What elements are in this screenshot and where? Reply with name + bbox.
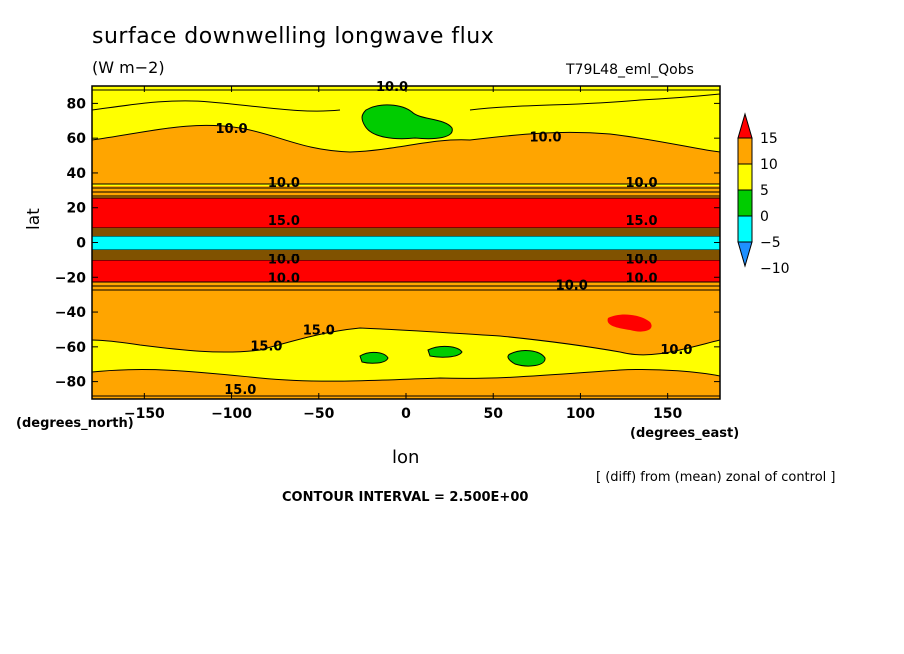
field-green-2 (427, 345, 463, 358)
field-orange-south (92, 282, 720, 355)
y-tick-label: 60 (67, 131, 87, 147)
x-tick-label: −50 (303, 406, 334, 422)
y-tick-label: −60 (55, 340, 86, 356)
diff-note: [ (diff) from (mean) zonal of control ] (596, 470, 836, 485)
run-name: T79L48_eml_Qobs (566, 62, 694, 78)
colorbar-label: −10 (760, 261, 790, 277)
colorbar-swatch (737, 137, 753, 165)
x-tick-label: −100 (211, 406, 252, 422)
contour-label: 10.0 (268, 252, 300, 267)
y-units-label: (degrees_north) (16, 416, 134, 431)
units-label: (W m−2) (92, 58, 165, 77)
contour-label: 15.0 (250, 339, 282, 354)
contour-label: 15.0 (625, 214, 657, 229)
plot-area (92, 86, 720, 399)
colorbar-label: −5 (760, 235, 781, 251)
field-eq-s (92, 250, 720, 260)
y-tick-label: −40 (55, 305, 86, 321)
contour-labels: 10.0 10.0 10.0 10.0 10.0 15.0 15.0 10.0 10.0 10.0… (216, 80, 693, 398)
contour-label: 10.0 (556, 278, 588, 293)
contour-label: 15.0 (268, 214, 300, 229)
y-tick-label: 0 (76, 236, 86, 252)
colorbar-arrow-bottom (737, 241, 753, 268)
colorbar-swatch (737, 189, 753, 217)
contour-label: 10.0 (268, 271, 300, 286)
contour-label: 10.0 (268, 176, 300, 191)
colorbar: 15 10 5 0 −5 −10 (737, 112, 790, 277)
contour-label: 10.0 (530, 131, 562, 146)
field-red-patch (607, 314, 652, 332)
y-axis-label: lat (24, 208, 44, 230)
contour-label: 10.0 (216, 122, 248, 137)
x-tick-label: 0 (401, 406, 411, 422)
y-tick-label: 80 (67, 96, 87, 112)
contour-label: 15.0 (224, 383, 256, 398)
field-green-arctic (361, 104, 453, 140)
x-tick-label: 100 (566, 406, 595, 422)
colorbar-swatch (737, 215, 753, 243)
colorbar-label: 5 (760, 183, 769, 199)
x-tick-label: 50 (483, 406, 503, 422)
x-axis-label: lon (392, 447, 420, 468)
x-ticks: −150 −100 −50 0 50 100 150 (124, 86, 683, 422)
field-cyan (92, 236, 720, 250)
field-red-south (92, 260, 720, 282)
field-orange-north (92, 125, 720, 184)
chart-title: surface downwelling longwave flux (92, 24, 495, 49)
colorbar-swatch (737, 163, 753, 191)
y-tick-label: −80 (55, 375, 86, 391)
colorbar-label: 0 (760, 209, 769, 225)
contour-label: 10.0 (376, 80, 408, 95)
y-tick-label: 40 (67, 166, 87, 182)
colorbar-arrow-top (737, 112, 753, 139)
contour-label: 10.0 (625, 271, 657, 286)
y-ticks: 80 60 40 20 0 −20 −40 −60 −80 (55, 96, 720, 391)
y-tick-label: −20 (55, 270, 86, 286)
field-red-north (92, 198, 720, 228)
x-tick-label: 150 (653, 406, 682, 422)
colorbar-label: 15 (760, 131, 778, 147)
x-tick-label: −150 (124, 406, 165, 422)
colorbar-label: 10 (760, 157, 778, 173)
contour-label: 10.0 (660, 343, 692, 358)
y-tick-label: 20 (67, 201, 87, 217)
field-green-1 (359, 351, 389, 364)
field-orange-antarctic (92, 369, 720, 399)
contour-label: 15.0 (303, 324, 335, 339)
contour-label: 10.0 (625, 252, 657, 267)
contour-label: 10.0 (625, 176, 657, 191)
contour-interval: CONTOUR INTERVAL = 2.500E+00 (282, 490, 529, 505)
x-units-label: (degrees_east) (630, 426, 740, 441)
field-green-3 (507, 350, 546, 367)
